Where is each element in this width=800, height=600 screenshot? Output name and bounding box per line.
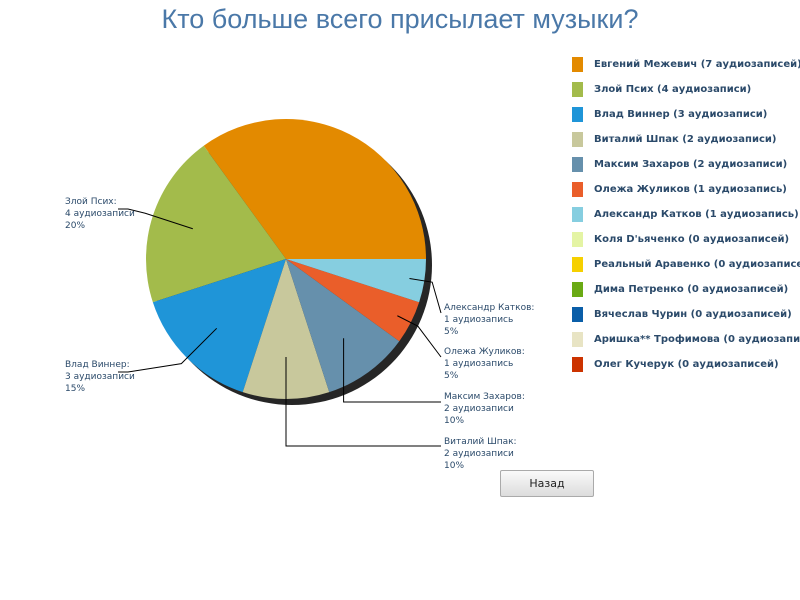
legend-swatch bbox=[572, 332, 583, 347]
legend-swatch bbox=[572, 132, 583, 147]
legend-label: Злой Псих (4 аудиозаписи) bbox=[594, 84, 752, 95]
legend-item: Дима Петренко (0 аудиозаписей) bbox=[572, 277, 800, 302]
legend-swatch bbox=[572, 257, 583, 272]
legend-swatch bbox=[572, 357, 583, 372]
legend-label: Максим Захаров (2 аудиозаписи) bbox=[594, 159, 788, 170]
legend-label: Олежа Жуликов (1 аудиозапись) bbox=[594, 184, 787, 195]
legend-label: Аришка** Трофимова (0 аудиозаписей) bbox=[594, 334, 800, 345]
legend-label: Реальный Аравенко (0 аудиозаписей) bbox=[594, 259, 800, 270]
legend-item: Вячеслав Чурин (0 аудиозаписей) bbox=[572, 302, 800, 327]
legend: Евгений Межевич (7 аудиозаписей) Злой Пси… bbox=[572, 52, 800, 377]
legend-label: Виталий Шпак (2 аудиозаписи) bbox=[594, 134, 777, 145]
legend-label: Евгений Межевич (7 аудиозаписей) bbox=[594, 59, 800, 70]
legend-item: Олежа Жуликов (1 аудиозапись) bbox=[572, 177, 800, 202]
legend-label: Влад Виннер (3 аудиозаписи) bbox=[594, 109, 768, 120]
legend-item: Влад Виннер (3 аудиозаписи) bbox=[572, 102, 800, 127]
back-button[interactable]: Назад bbox=[500, 470, 594, 497]
pie-slice-0[interactable] bbox=[203, 119, 426, 259]
legend-swatch bbox=[572, 207, 583, 222]
chart-title: Кто больше всего присылает музыки? bbox=[161, 4, 639, 34]
legend-item: Олег Кучерук (0 аудиозаписей) bbox=[572, 352, 800, 377]
legend-label: Дима Петренко (0 аудиозаписей) bbox=[594, 284, 789, 295]
legend-item: Виталий Шпак (2 аудиозаписи) bbox=[572, 127, 800, 152]
legend-swatch bbox=[572, 282, 583, 297]
legend-label: Александр Катков (1 аудиозапись) bbox=[594, 209, 799, 220]
pie-slice-3[interactable] bbox=[242, 259, 330, 399]
pie-slice-4[interactable] bbox=[286, 259, 400, 393]
legend-label: Вячеслав Чурин (0 аудиозаписей) bbox=[594, 309, 792, 320]
leader-line-6 bbox=[409, 278, 442, 314]
leader-line-4 bbox=[343, 338, 441, 403]
legend-swatch bbox=[572, 182, 583, 197]
legend-item: Аришка** Трофимова (0 аудиозаписей) bbox=[572, 327, 800, 352]
legend-swatch bbox=[572, 82, 583, 97]
data-label-2: Влад Виннер: 3 аудиозаписи 15% bbox=[65, 360, 135, 394]
legend-swatch bbox=[572, 157, 583, 172]
leader-line-3 bbox=[285, 357, 441, 447]
legend-swatch bbox=[572, 57, 583, 72]
data-label-6: Александр Катков: 1 аудиозапись 5% bbox=[444, 303, 534, 337]
data-label-4: Максим Захаров: 2 аудиозаписи 10% bbox=[444, 392, 525, 426]
data-label-1: Злой Псих: 4 аудиозаписи 20% bbox=[65, 197, 135, 231]
pie-slice-5[interactable] bbox=[286, 259, 420, 342]
legend-item: Коля D'ьяченко (0 аудиозаписей) bbox=[572, 227, 800, 252]
legend-swatch bbox=[572, 307, 583, 322]
legend-label: Коля D'ьяченко (0 аудиозаписей) bbox=[594, 234, 790, 245]
pie-slice-6[interactable] bbox=[286, 259, 426, 303]
legend-item: Евгений Межевич (7 аудиозаписей) bbox=[572, 52, 800, 77]
leader-line-2 bbox=[118, 327, 218, 373]
legend-label: Олег Кучерук (0 аудиозаписей) bbox=[594, 359, 779, 370]
legend-item: Максим Захаров (2 аудиозаписи) bbox=[572, 152, 800, 177]
legend-item: Реальный Аравенко (0 аудиозаписей) bbox=[572, 252, 800, 277]
pie-slice-1[interactable] bbox=[146, 145, 286, 303]
legend-item: Александр Катков (1 аудиозапись) bbox=[572, 202, 800, 227]
leader-line-5 bbox=[397, 315, 442, 358]
data-label-5: Олежа Жуликов: 1 аудиозапись 5% bbox=[444, 347, 525, 381]
leader-line-1 bbox=[118, 208, 193, 230]
data-label-3: Виталий Шпак: 2 аудиозаписи 10% bbox=[444, 437, 517, 471]
pie-slice-2[interactable] bbox=[152, 259, 286, 393]
legend-swatch bbox=[572, 232, 583, 247]
legend-swatch bbox=[572, 107, 583, 122]
legend-item: Злой Псих (4 аудиозаписи) bbox=[572, 77, 800, 102]
